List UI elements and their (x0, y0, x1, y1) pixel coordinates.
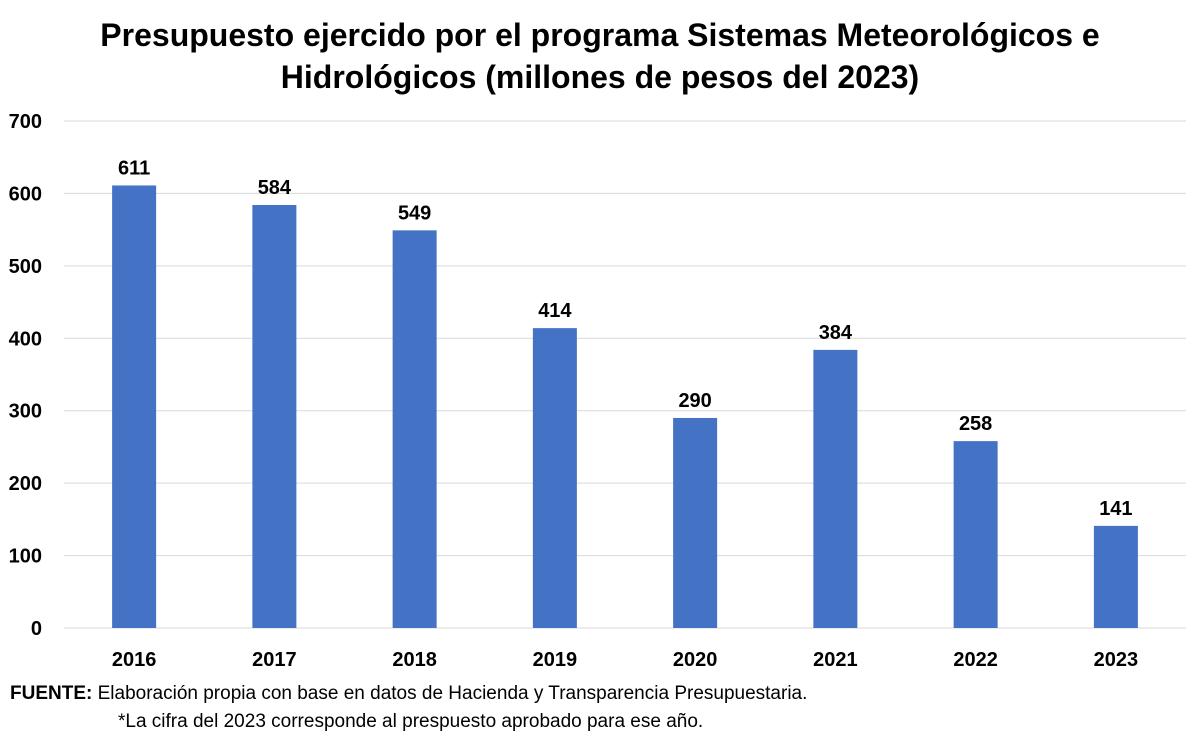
y-axis-ticks: 0 100 200 300 400 500 600 700 (9, 111, 42, 640)
x-axis-ticks: 2016 2017 2018 2019 2020 2021 2022 2023 (112, 649, 1138, 671)
y-tick-label: 400 (9, 328, 42, 350)
x-tick-label-2021: 2021 (813, 649, 858, 671)
y-tick-label: 100 (9, 546, 42, 568)
y-tick-label: 200 (9, 473, 42, 495)
y-tick-label: 500 (9, 256, 42, 278)
data-label-2017: 584 (258, 177, 292, 199)
bar-2022 (953, 441, 998, 628)
x-tick-label-2020: 2020 (673, 649, 718, 671)
data-label-2020: 290 (678, 390, 711, 412)
chart-title-regular: Presupuesto ejercido por el programa (100, 17, 688, 53)
bars (112, 185, 1138, 629)
bar-2018 (392, 230, 437, 629)
data-label-2019: 414 (538, 300, 572, 322)
bar-2020 (673, 417, 718, 628)
chart-title-bold-1: Sistemas Meteorológicos e (687, 17, 1100, 53)
x-tick-label-2017: 2017 (252, 649, 297, 671)
y-tick-label: 300 (9, 401, 42, 423)
data-label-2023: 141 (1099, 498, 1132, 520)
x-tick-label-2022: 2022 (953, 649, 998, 671)
data-label-2018: 549 (398, 202, 431, 224)
bar-2021 (813, 349, 858, 628)
data-label-2016: 611 (118, 157, 150, 179)
x-tick-label-2018: 2018 (392, 649, 437, 671)
bar-2023 (1093, 525, 1138, 628)
bar-2019 (532, 328, 577, 628)
y-tick-label: 700 (9, 111, 42, 133)
chart-title-line-2: Hidrológicos (millones de pesos del 2023… (0, 56, 1200, 98)
y-tick-label: 0 (31, 618, 42, 640)
chart-title-line-1: Presupuesto ejercido por el programa Sis… (0, 14, 1200, 56)
x-tick-label-2023: 2023 (1094, 649, 1139, 671)
gridlines (64, 120, 1186, 629)
x-tick-label-2019: 2019 (533, 649, 578, 671)
data-labels: 611 584 549 414 290 384 258 141 (118, 157, 1133, 519)
data-label-2021: 384 (819, 322, 853, 344)
chart-title-bold-2: Hidrológicos (millones de pesos del 2023… (280, 59, 920, 95)
y-tick-label: 600 (9, 183, 42, 205)
x-tick-label-2016: 2016 (112, 649, 157, 671)
bar-2016 (112, 185, 157, 628)
bar-2017 (252, 205, 297, 628)
chart-title: Presupuesto ejercido por el programa Sis… (0, 14, 1200, 98)
data-label-2022: 258 (959, 413, 992, 435)
